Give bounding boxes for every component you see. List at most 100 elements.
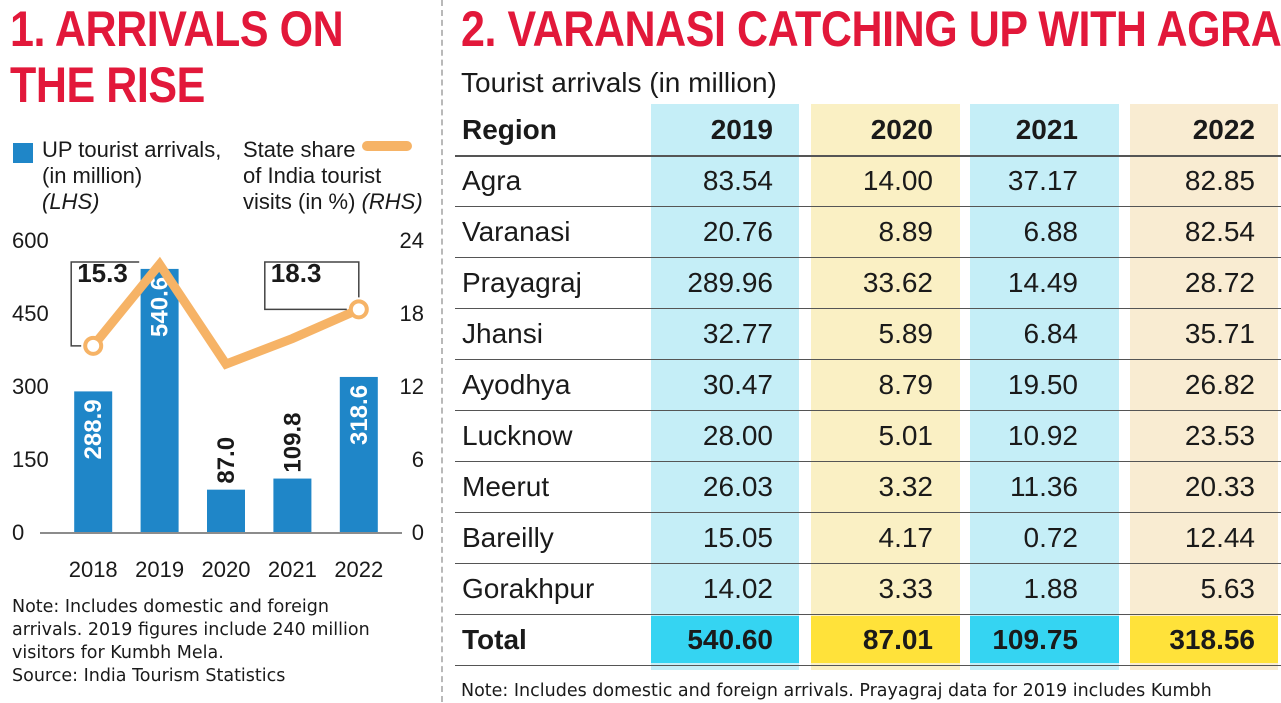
legend-line-label: State share of India tourist visits (in … xyxy=(243,137,423,215)
value-cell: 8.79 xyxy=(878,369,934,400)
legend-bar-label-line2: (in million) xyxy=(42,163,143,188)
total-cell-highlight xyxy=(970,616,1119,663)
region-name: Gorakhpur xyxy=(462,573,595,604)
value-cell: 20.33 xyxy=(1184,471,1255,502)
value-cell: 33.62 xyxy=(862,267,933,298)
y-right-tick-label: 0 xyxy=(412,520,424,545)
row-divider xyxy=(455,257,1281,258)
value-cell: 37.17 xyxy=(1007,165,1078,196)
value-cell: 318.56 xyxy=(1169,624,1255,655)
row-divider xyxy=(455,665,1281,666)
panel-divider xyxy=(441,0,443,702)
total-cell-highlight xyxy=(651,616,799,663)
line-series xyxy=(88,256,364,370)
legend-line-swatch xyxy=(362,141,412,151)
value-cell: 20.76 xyxy=(702,216,773,247)
value-cell: 109.75 xyxy=(992,624,1078,655)
region-name: Varanasi xyxy=(462,216,571,247)
y-left-tick-label: 300 xyxy=(12,374,49,399)
value-cell: 289.96 xyxy=(687,267,773,298)
region-name: Total xyxy=(462,624,527,655)
table-subtitle: Tourist arrivals (in million) xyxy=(461,67,777,98)
chart-note: Note: Includes domestic and foreign arri… xyxy=(12,596,370,688)
table-note: Note: Includes domestic and foreign arri… xyxy=(461,681,1212,701)
chart-title-line1: 1. ARRIVALS ON xyxy=(10,1,344,57)
value-cell: 87.01 xyxy=(862,624,933,655)
value-cell: 32.77 xyxy=(702,318,773,349)
chart-note-line3: visitors for Kumbh Mela. xyxy=(12,643,224,663)
table-row: Lucknow 28.00 5.01 10.92 23.53 xyxy=(455,410,1281,461)
y-right-tick-label: 6 xyxy=(412,447,424,472)
region-name: Agra xyxy=(462,165,522,196)
value-cell: 28.72 xyxy=(1184,267,1255,298)
value-cell: 5.63 xyxy=(1200,573,1256,604)
bar-value-label: 540.6 xyxy=(147,277,174,337)
col-2020-bg xyxy=(811,104,960,670)
value-cell: 35.71 xyxy=(1184,318,1255,349)
region-name: Lucknow xyxy=(462,420,573,451)
value-cell: 4.17 xyxy=(878,522,934,553)
chart-note-line2: arrivals. 2019 figures include 240 milli… xyxy=(12,620,370,640)
column-header-year: 2021 xyxy=(1015,114,1078,145)
table-row: Agra 83.54 14.00 37.17 82.85 xyxy=(455,155,1281,206)
column-header-year: 2020 xyxy=(870,114,933,145)
region-name: Ayodhya xyxy=(462,369,571,400)
legend-line-label-line1: State share xyxy=(243,137,356,162)
value-cell: 82.85 xyxy=(1184,165,1255,196)
row-divider xyxy=(455,206,1281,207)
value-cell: 5.89 xyxy=(878,318,934,349)
value-cell: 0.72 xyxy=(1023,522,1079,553)
value-cell: 10.92 xyxy=(1007,420,1078,451)
y-left-tick-label: 450 xyxy=(12,301,49,326)
y-left-tick-label: 600 xyxy=(12,228,49,253)
row-divider xyxy=(455,512,1281,513)
row-divider xyxy=(455,614,1281,615)
value-cell: 23.53 xyxy=(1184,420,1255,451)
value-cell: 6.88 xyxy=(1023,216,1079,247)
col-2022-bg xyxy=(1130,104,1278,670)
bar xyxy=(140,268,179,532)
table-row: Prayagraj 289.96 33.62 14.49 28.72 xyxy=(455,257,1281,308)
x-tick-label: 2022 xyxy=(334,557,383,582)
table-row: Gorakhpur 14.02 3.33 1.88 5.63 xyxy=(455,563,1281,614)
col-2021-bg xyxy=(970,104,1119,670)
table-header-row: Region 2019 2020 2021 2022 xyxy=(455,104,1281,155)
y-right-tick-label: 24 xyxy=(400,228,424,253)
bar-value-label: 109.8 xyxy=(279,413,306,473)
line-marker xyxy=(348,299,369,320)
y-left-tick-label: 150 xyxy=(12,447,49,472)
row-divider xyxy=(455,563,1281,564)
table-row: Meerut 26.03 3.32 11.36 20.33 xyxy=(455,461,1281,512)
bar xyxy=(273,478,312,532)
callout-bracket xyxy=(264,261,360,311)
chart-note-line1: Note: Includes domestic and foreign xyxy=(12,597,329,617)
line-callout-label: 15.3 xyxy=(77,258,128,288)
y-left-tick-label: 0 xyxy=(12,520,24,545)
value-cell: 28.00 xyxy=(702,420,773,451)
region-name: Jhansi xyxy=(462,318,543,349)
line-marker xyxy=(83,335,104,356)
value-cell: 15.05 xyxy=(702,522,773,553)
region-name: Bareilly xyxy=(462,522,554,553)
legend-bar-axis: (LHS) xyxy=(42,189,100,214)
table-row: Bareilly 15.05 4.17 0.72 12.44 xyxy=(455,512,1281,563)
combo-chart: 0 150 300 450 600 0 6 12 18 24 288.9 540.6 87.0 109.8… xyxy=(12,228,424,582)
bar-value-label: 288.9 xyxy=(80,399,107,459)
column-header-year: 2022 xyxy=(1192,114,1255,145)
value-cell: 12.44 xyxy=(1184,522,1255,553)
legend-line-label-line3: visits (in %) xyxy=(243,189,356,214)
row-divider xyxy=(455,359,1281,360)
row-divider xyxy=(455,461,1281,462)
bar xyxy=(339,376,378,532)
region-name: Meerut xyxy=(462,471,550,502)
value-cell: 14.02 xyxy=(702,573,773,604)
value-cell: 14.00 xyxy=(862,165,933,196)
column-header-region: Region xyxy=(462,114,557,145)
value-cell: 1.88 xyxy=(1023,573,1079,604)
row-divider xyxy=(455,308,1281,309)
region-name: Prayagraj xyxy=(462,267,582,298)
x-tick-label: 2018 xyxy=(69,557,118,582)
value-cell: 26.03 xyxy=(702,471,773,502)
value-cell: 19.50 xyxy=(1007,369,1078,400)
table-row: Jhansi 32.77 5.89 6.84 35.71 xyxy=(455,308,1281,359)
